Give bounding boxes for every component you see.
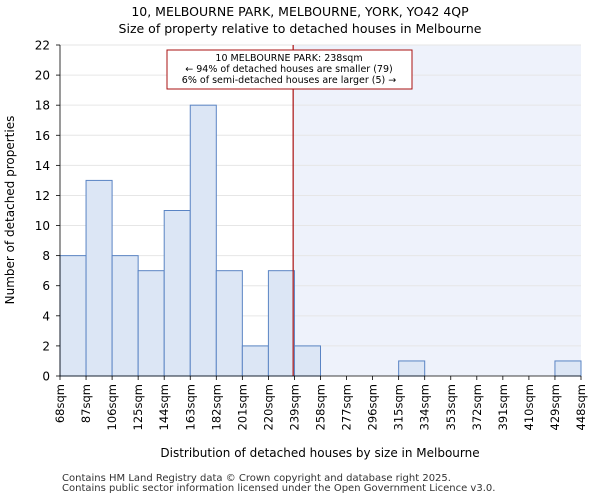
histogram-chart: 0 2 4 6 8 10 12 14 16 18 20 22 68sqm 87sqm 106sqm 125s… [3,39,588,461]
y-tick-label: 2 [42,339,50,353]
y-tick-label: 8 [42,249,50,263]
bar [189,104,217,377]
bars [59,104,582,377]
bar [215,270,243,377]
x-tick-label: 125sqm [131,384,145,430]
x-tick-label: 239sqm [287,384,301,430]
y-tick-label: 0 [42,370,50,384]
y-ticks: 0 2 4 6 8 10 12 14 16 18 20 22 [35,39,60,384]
x-tick-label: 68sqm [53,384,67,423]
y-tick-label: 14 [35,159,50,173]
x-tick-label: 163sqm [183,384,197,430]
footer-line1: Contains HM Land Registry data © Crown c… [62,473,451,484]
larger-than-subject-shade [293,45,581,376]
x-tick-label: 106sqm [105,384,119,430]
y-tick-label: 16 [35,129,50,143]
x-tick-label: 315sqm [392,384,406,430]
x-tick-label: 391sqm [496,384,510,430]
bar [137,270,165,377]
x-tick-label: 182sqm [209,384,223,430]
y-tick-label: 12 [35,189,50,203]
bar [111,255,139,377]
bar [293,345,322,377]
x-tick-label: 144sqm [157,384,171,430]
bar [85,179,113,377]
chart-title-line2: Size of property relative to detached ho… [118,21,482,36]
x-tick-label: 296sqm [366,384,380,430]
annotation-line3: 6% of semi-detached houses are larger (5… [182,75,396,86]
bar [59,255,87,377]
x-tick-label: 220sqm [261,384,275,430]
bar [267,270,295,377]
y-tick-label: 22 [35,39,50,53]
bar [554,360,582,377]
x-tick-label: 372sqm [470,384,484,430]
annotation-line2: ← 94% of detached houses are smaller (79… [185,64,392,75]
footer: Contains HM Land Registry data © Crown c… [62,474,495,494]
annotation-border [166,49,413,90]
footer-line2: Contains public sector information licen… [62,483,496,494]
bar [163,210,191,377]
y-tick-label: 6 [42,279,50,293]
annotation-line1: 10 MELBOURNE PARK: 238sqm [215,53,362,64]
x-tick-label: 410sqm [522,384,536,430]
x-tick-label: 448sqm [574,384,588,430]
y-axis-label: Number of detached properties [3,116,17,305]
bar [241,345,269,377]
y-tick-label: 18 [35,99,50,113]
x-tick-label: 429sqm [548,384,562,430]
x-tick-label: 353sqm [444,384,458,430]
annotation-box: 10 MELBOURNE PARK: 238sqm ← 94% of detac… [166,49,413,90]
chart-title-line1: 10, MELBOURNE PARK, MELBOURNE, YORK, YO4… [131,4,469,19]
x-axis-label: Distribution of detached houses by size … [160,446,479,460]
x-tick-label: 258sqm [314,384,328,430]
x-tick-label: 87sqm [79,384,93,423]
x-tick-label: 277sqm [340,384,354,430]
y-tick-label: 20 [35,69,50,83]
x-tick-label: 334sqm [418,384,432,430]
chart-title: 10, MELBOURNE PARK, MELBOURNE, YORK, YO4… [0,3,600,37]
x-tick-label: 201sqm [235,384,249,430]
x-ticks: 68sqm 87sqm 106sqm 125sqm 144sqm 163sqm 182sqm… [53,376,588,430]
y-tick-label: 4 [42,309,50,323]
y-tick-label: 10 [35,219,50,233]
gridlines [60,44,581,347]
bar [398,360,426,377]
